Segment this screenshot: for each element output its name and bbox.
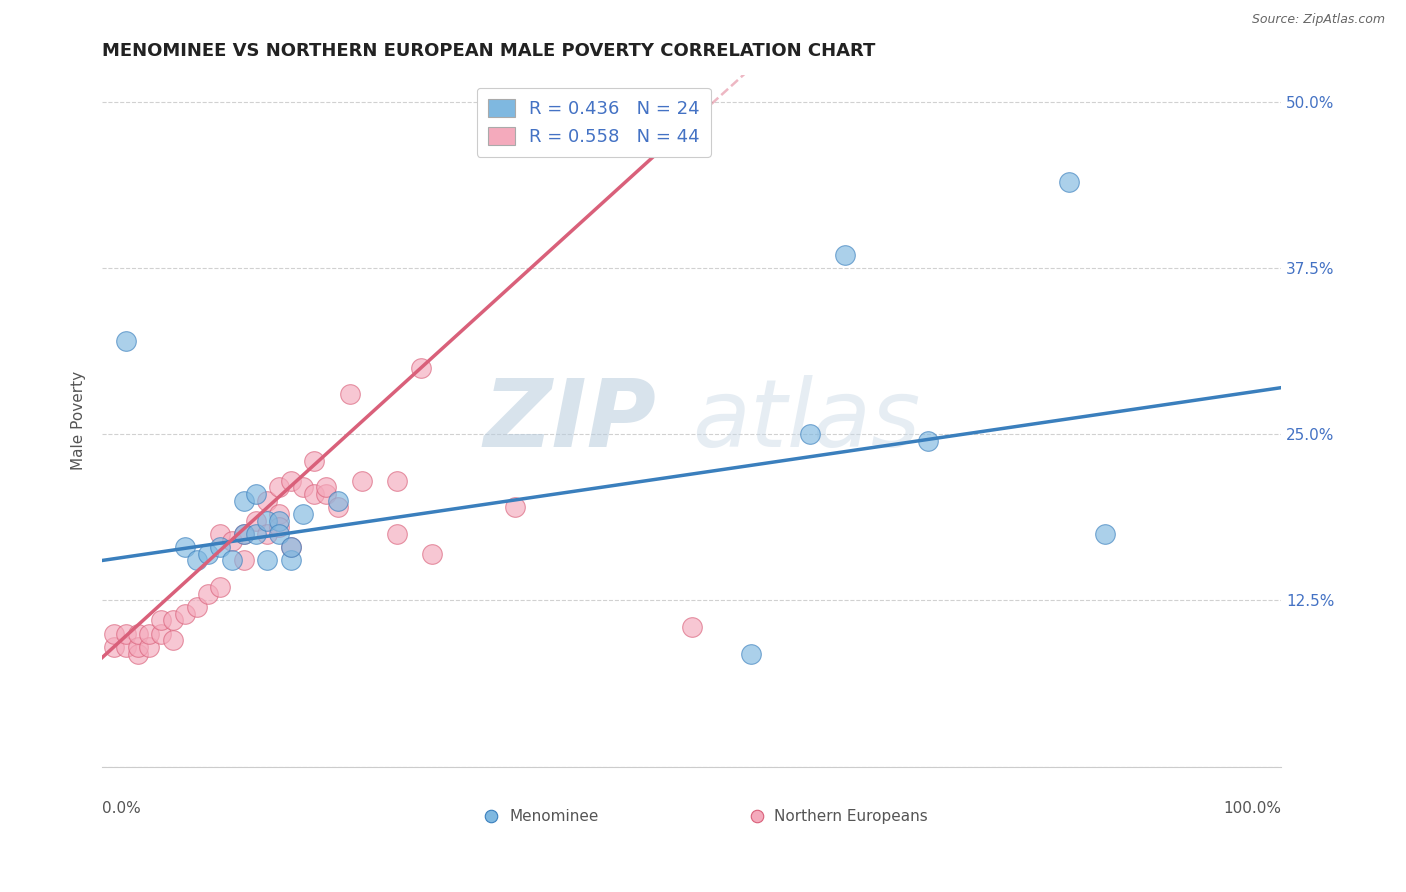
Point (385, 527, 408, 541)
Point (127, 640, 149, 654)
Point (138, 626, 160, 640)
Point (315, 480, 337, 494)
Text: Source: ZipAtlas.com: Source: ZipAtlas.com (1251, 13, 1385, 27)
Point (503, 500, 526, 515)
Text: Northern Europeans: Northern Europeans (775, 809, 928, 824)
Point (740, 647, 762, 661)
Text: MENOMINEE VS NORTHERN EUROPEAN MALE POVERTY CORRELATION CHART: MENOMINEE VS NORTHERN EUROPEAN MALE POVE… (103, 42, 876, 60)
Point (221, 533, 243, 548)
Point (232, 527, 254, 541)
Point (267, 507, 290, 521)
Point (256, 527, 278, 541)
Point (799, 427, 821, 442)
Point (127, 647, 149, 661)
Point (103, 640, 125, 654)
Point (256, 553, 278, 567)
Point (326, 500, 349, 515)
Point (127, 626, 149, 640)
Point (232, 493, 254, 508)
Point (232, 527, 254, 541)
Point (245, 527, 267, 541)
Point (114, 626, 136, 640)
Point (385, 474, 408, 488)
Point (221, 553, 243, 567)
Point (280, 540, 302, 554)
Point (173, 540, 195, 554)
Point (267, 520, 290, 534)
Point (162, 633, 184, 648)
Point (834, 248, 856, 262)
Point (209, 540, 232, 554)
Point (315, 487, 337, 501)
Point (245, 514, 267, 528)
Point (209, 580, 232, 594)
Point (645, 114, 668, 128)
Point (197, 547, 219, 561)
Point (267, 527, 290, 541)
Point (326, 493, 349, 508)
Legend: R = 0.436   N = 24, R = 0.558   N = 44: R = 0.436 N = 24, R = 0.558 N = 44 (477, 87, 710, 157)
Point (150, 626, 173, 640)
Point (917, 434, 939, 448)
Point (186, 553, 208, 567)
Point (304, 487, 326, 501)
Point (103, 626, 125, 640)
Point (209, 527, 232, 541)
Point (280, 474, 302, 488)
Point (186, 599, 208, 614)
Point (197, 587, 219, 601)
Point (350, 474, 373, 488)
Point (1094, 527, 1116, 541)
Point (267, 514, 290, 528)
Point (138, 640, 160, 654)
Point (1057, 175, 1080, 189)
Point (114, 640, 136, 654)
Point (291, 480, 314, 494)
Point (256, 514, 278, 528)
Point (280, 540, 302, 554)
Text: atlas: atlas (692, 376, 920, 467)
Point (339, 387, 361, 401)
Point (114, 334, 136, 348)
Point (162, 613, 184, 627)
Point (245, 487, 267, 501)
Point (232, 553, 254, 567)
Text: Menominee: Menominee (509, 809, 599, 824)
Y-axis label: Male Poverty: Male Poverty (72, 371, 86, 470)
Text: ZIP: ZIP (484, 375, 657, 467)
Point (267, 480, 290, 494)
Point (422, 547, 444, 561)
Point (280, 553, 302, 567)
Point (150, 613, 173, 627)
Point (409, 360, 432, 375)
Point (256, 493, 278, 508)
Point (304, 454, 326, 468)
Point (291, 507, 314, 521)
Text: 100.0%: 100.0% (1223, 801, 1281, 816)
Point (173, 607, 195, 621)
Text: 0.0%: 0.0% (103, 801, 141, 816)
Point (681, 620, 703, 634)
